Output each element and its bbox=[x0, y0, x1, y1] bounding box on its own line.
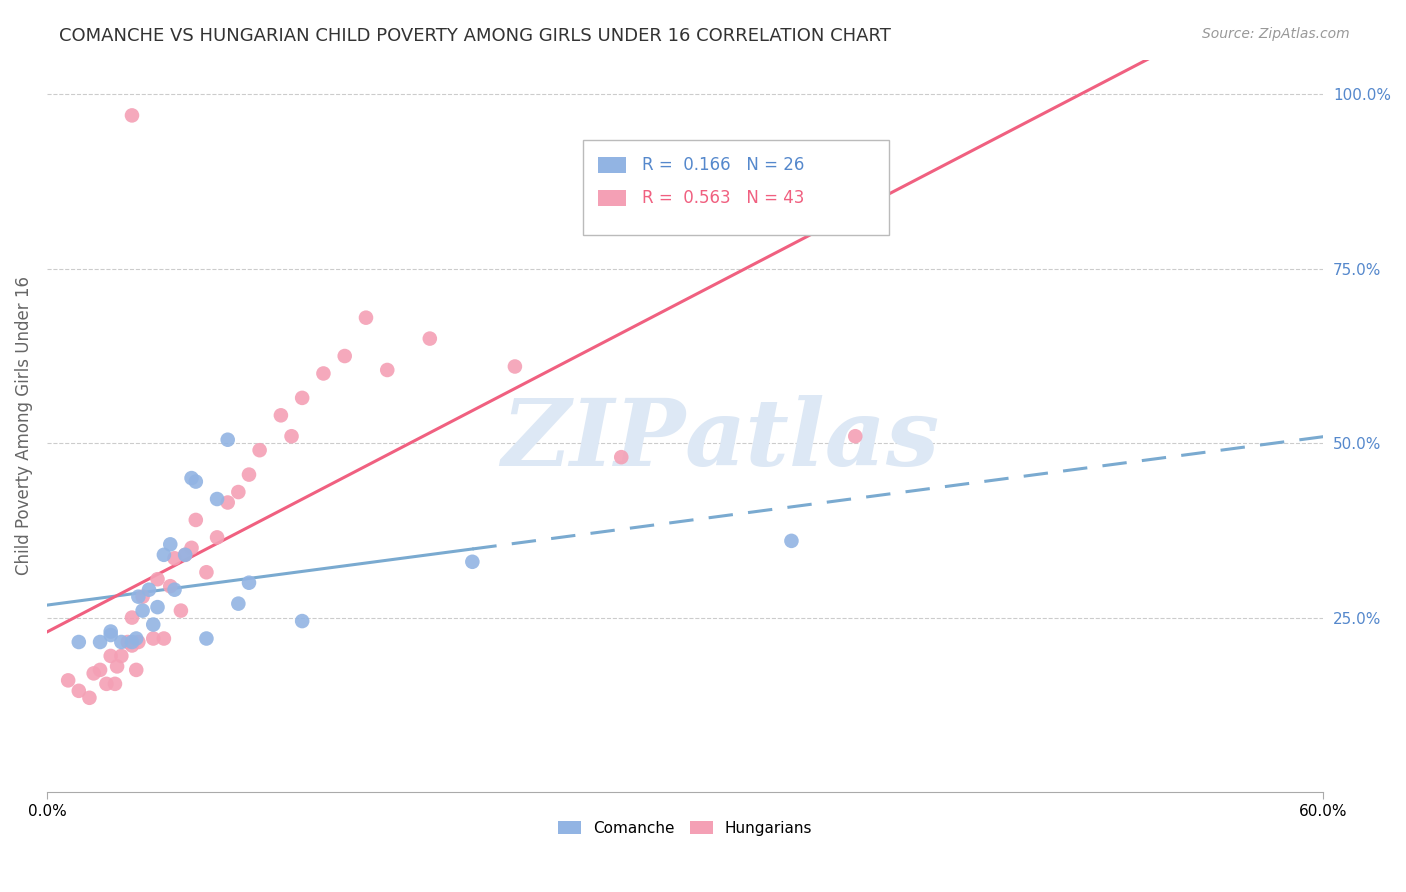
Bar bbox=[599, 157, 626, 173]
Point bbox=[121, 610, 143, 624]
Point bbox=[100, 624, 122, 639]
Point bbox=[89, 663, 111, 677]
Bar bbox=[599, 190, 626, 206]
Point bbox=[89, 635, 111, 649]
Point bbox=[419, 332, 441, 346]
Point bbox=[83, 666, 105, 681]
Point bbox=[163, 582, 186, 597]
Point bbox=[205, 530, 228, 544]
Text: R =  0.166   N = 26: R = 0.166 N = 26 bbox=[641, 156, 804, 174]
Point bbox=[184, 475, 207, 489]
Point bbox=[228, 485, 250, 500]
Point bbox=[125, 632, 148, 646]
Point bbox=[228, 597, 250, 611]
Point bbox=[217, 433, 239, 447]
Text: atlas: atlas bbox=[685, 395, 941, 485]
Point bbox=[270, 409, 292, 423]
Point bbox=[121, 108, 143, 122]
Text: ZIP: ZIP bbox=[501, 395, 685, 485]
Point bbox=[159, 579, 181, 593]
Point bbox=[138, 582, 160, 597]
Point bbox=[56, 673, 79, 688]
Point bbox=[180, 471, 202, 485]
Point bbox=[780, 533, 803, 548]
Point bbox=[127, 590, 149, 604]
Point bbox=[333, 349, 356, 363]
Point bbox=[121, 635, 143, 649]
Point bbox=[142, 617, 165, 632]
Point bbox=[67, 635, 90, 649]
Point bbox=[100, 628, 122, 642]
Point bbox=[105, 659, 128, 673]
Point bbox=[104, 677, 127, 691]
Point bbox=[205, 491, 228, 506]
Point bbox=[195, 632, 218, 646]
Point bbox=[117, 635, 139, 649]
Text: R =  0.563   N = 43: R = 0.563 N = 43 bbox=[641, 189, 804, 207]
Point bbox=[354, 310, 377, 325]
Point bbox=[110, 648, 132, 663]
Point bbox=[163, 551, 186, 566]
Point bbox=[131, 590, 153, 604]
Point bbox=[217, 495, 239, 509]
Point bbox=[174, 548, 197, 562]
Point bbox=[131, 604, 153, 618]
Y-axis label: Child Poverty Among Girls Under 16: Child Poverty Among Girls Under 16 bbox=[15, 277, 32, 575]
Point bbox=[249, 443, 271, 458]
Point bbox=[291, 391, 314, 405]
Text: Source: ZipAtlas.com: Source: ZipAtlas.com bbox=[1202, 27, 1350, 41]
Point bbox=[174, 548, 197, 562]
Point bbox=[146, 600, 169, 615]
Legend: Comanche, Hungarians: Comanche, Hungarians bbox=[558, 821, 813, 836]
Point bbox=[153, 548, 176, 562]
Point bbox=[312, 367, 335, 381]
Point bbox=[180, 541, 202, 555]
Point bbox=[291, 614, 314, 628]
Point bbox=[503, 359, 526, 374]
Point bbox=[610, 450, 633, 465]
Point bbox=[125, 663, 148, 677]
Point bbox=[121, 639, 143, 653]
Point bbox=[100, 648, 122, 663]
Point bbox=[96, 677, 118, 691]
Point bbox=[184, 513, 207, 527]
Point bbox=[844, 429, 866, 443]
Point bbox=[79, 690, 101, 705]
Point bbox=[280, 429, 302, 443]
Point bbox=[142, 632, 165, 646]
Text: COMANCHE VS HUNGARIAN CHILD POVERTY AMONG GIRLS UNDER 16 CORRELATION CHART: COMANCHE VS HUNGARIAN CHILD POVERTY AMON… bbox=[59, 27, 891, 45]
Point bbox=[238, 575, 260, 590]
Point bbox=[146, 572, 169, 586]
Point bbox=[110, 635, 132, 649]
Point bbox=[67, 683, 90, 698]
Point bbox=[375, 363, 398, 377]
Point bbox=[238, 467, 260, 482]
Point bbox=[127, 635, 149, 649]
Point bbox=[170, 604, 193, 618]
Point bbox=[153, 632, 176, 646]
Bar bbox=[583, 140, 890, 235]
Point bbox=[159, 537, 181, 551]
Point bbox=[461, 555, 484, 569]
Point bbox=[195, 566, 218, 580]
